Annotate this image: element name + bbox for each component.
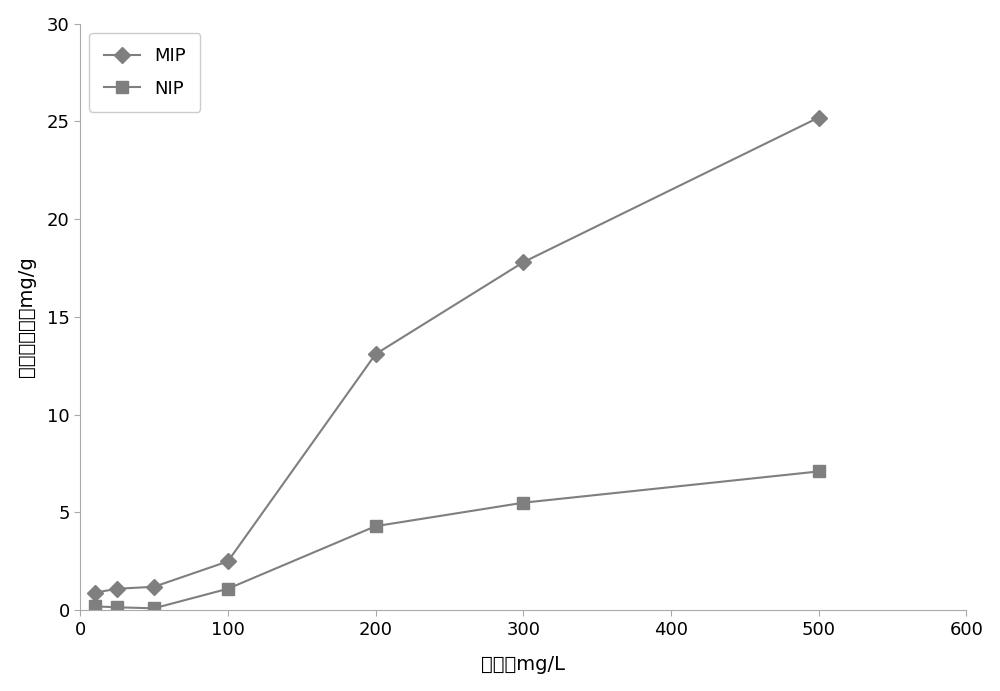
MIP xyxy=(89,589,101,597)
MIP xyxy=(222,557,234,565)
NIP xyxy=(111,603,123,612)
NIP xyxy=(148,604,160,612)
NIP xyxy=(517,499,529,507)
Legend: MIP, NIP: MIP, NIP xyxy=(89,32,200,112)
NIP xyxy=(222,585,234,593)
Line: MIP: MIP xyxy=(89,112,824,598)
Y-axis label: 吸附结合量，mg/g: 吸附结合量，mg/g xyxy=(17,256,36,377)
Line: NIP: NIP xyxy=(89,466,824,614)
NIP xyxy=(370,522,382,530)
MIP xyxy=(148,583,160,591)
NIP xyxy=(89,602,101,610)
NIP xyxy=(813,467,825,475)
MIP xyxy=(517,258,529,266)
MIP xyxy=(813,113,825,122)
X-axis label: 浓度，mg/L: 浓度，mg/L xyxy=(481,655,565,674)
MIP xyxy=(370,350,382,358)
MIP xyxy=(111,585,123,593)
